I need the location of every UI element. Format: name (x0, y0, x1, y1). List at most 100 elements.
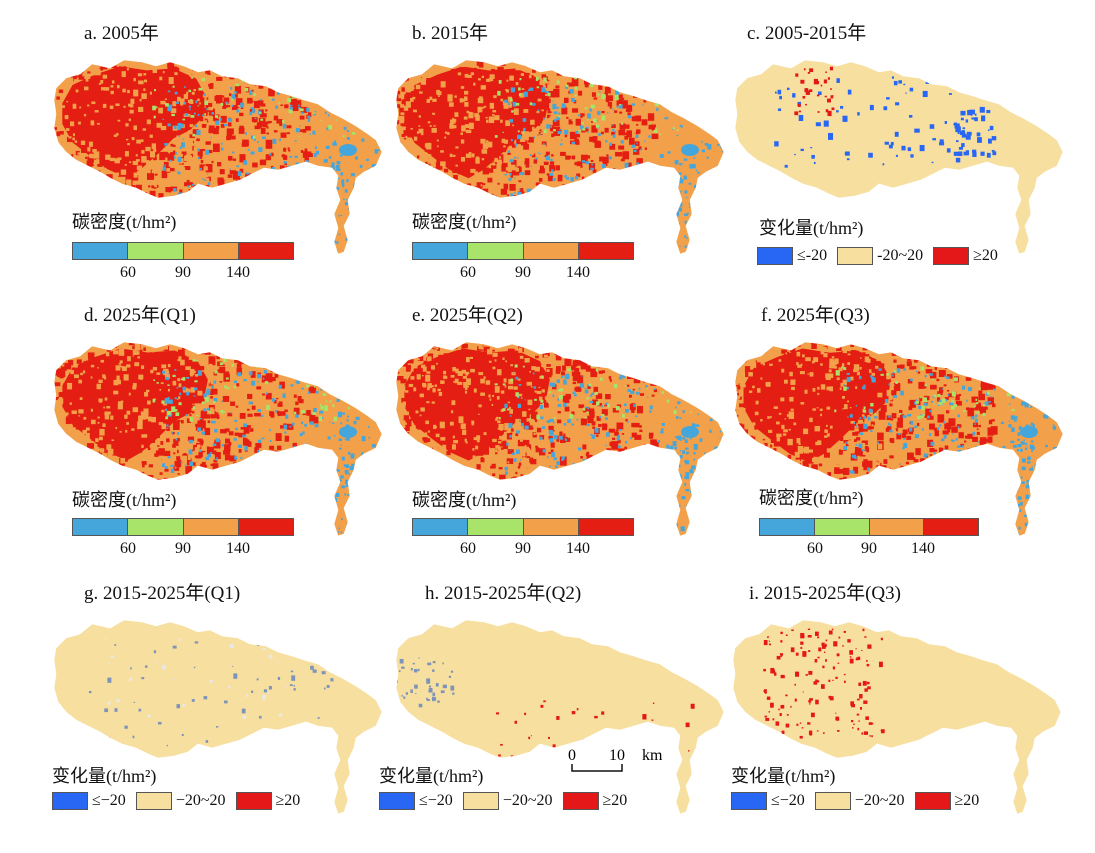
scale-zero-label: 0 (568, 747, 576, 764)
tick-label: 60 (460, 540, 476, 557)
basin-outline (395, 341, 725, 537)
decrease-swatch (731, 792, 767, 810)
carbon-density-map (53, 341, 383, 537)
scale-ten-label: 10 (609, 747, 625, 764)
panel-title: c. 2005-2015年 (747, 23, 867, 44)
pixel-cluster (152, 358, 354, 422)
change-legend: ≤−20 −20~20 ≥20 (731, 792, 989, 810)
class-3-swatch (182, 243, 238, 259)
class-3-swatch (868, 519, 924, 535)
class-3-swatch (522, 243, 578, 259)
basin-outline (734, 341, 1064, 537)
change-legend: ≤−20 −20~20 ≥20 (52, 792, 310, 810)
carbon-density-map (395, 59, 725, 255)
panel-title: i. 2015-2025年(Q3) (749, 583, 901, 604)
panel-c: c. 2005-2015年 变化量(t/hm²) ≤-20 -20~20 ≥20 (733, 18, 1073, 293)
tick-label: 60 (120, 264, 136, 281)
scale-line (571, 764, 623, 772)
carbon-change-map (732, 619, 1062, 815)
legend-title: 碳密度(t/hm²) (759, 488, 864, 508)
tick-label: 90 (175, 540, 191, 557)
legend-title: 变化量(t/hm²) (731, 766, 836, 786)
change-legend: ≤-20 -20~20 ≥20 (757, 247, 1008, 265)
legend-title: 变化量(t/hm²) (379, 766, 484, 786)
legend-title: 碳密度(t/hm²) (72, 212, 177, 232)
scale-bar: 0 10 km (568, 747, 663, 772)
increase-swatch (235, 792, 272, 810)
pixel-cluster (953, 106, 997, 158)
basin-region (396, 620, 724, 814)
stable-label: −20~20 (854, 792, 905, 809)
increase-swatch (933, 247, 970, 265)
basin-outline (53, 59, 383, 255)
tick-label: 140 (226, 540, 250, 557)
decrease-label: ≤-20 (797, 247, 828, 264)
panel-title: d. 2025年(Q1) (84, 305, 196, 326)
class-1-swatch (760, 519, 814, 535)
panel-g: g. 2015-2025年(Q1) 变化量(t/hm²) ≤−20 −20~20… (52, 578, 392, 853)
pixel-cluster (763, 628, 885, 739)
legend-title: 变化量(t/hm²) (52, 766, 157, 786)
density-color-bar (412, 242, 634, 260)
tick-label: 60 (807, 540, 823, 557)
tick-label: 140 (566, 540, 590, 557)
basin-outline (734, 59, 1064, 255)
carbon-change-map (53, 619, 383, 815)
legend-title: 变化量(t/hm²) (759, 218, 864, 238)
decrease-label: ≤−20 (771, 792, 805, 809)
basin-outline (53, 619, 383, 815)
panel-title: e. 2025年(Q2) (412, 305, 523, 326)
tick-label: 90 (515, 264, 531, 281)
tick-label: 140 (226, 264, 250, 281)
lake (681, 144, 699, 156)
panel-e: e. 2025年(Q2) 碳密度(t/hm²) 60 90 140 (394, 300, 734, 575)
high-density-zone (404, 348, 550, 461)
class-4-swatch (577, 243, 633, 259)
tick-label: 60 (460, 264, 476, 281)
panel-h: h. 2015-2025年(Q2) 变化量(t/hm²) ≤−20 −20~20… (379, 578, 725, 853)
class-3-swatch (182, 519, 238, 535)
panel-title: h. 2015-2025年(Q2) (425, 583, 582, 604)
class-1-swatch (73, 519, 128, 535)
class-2-swatch (467, 519, 523, 535)
carbon-change-map (734, 59, 1064, 255)
panel-title: f. 2025年(Q3) (761, 305, 870, 326)
increase-label: ≥20 (602, 792, 628, 809)
increase-label: ≥20 (973, 247, 998, 264)
tick-label: 90 (515, 540, 531, 557)
class-2-swatch (467, 243, 523, 259)
class-1-swatch (413, 519, 468, 535)
stable-label: -20~20 (877, 247, 924, 264)
pixel-cluster (54, 60, 214, 190)
pixel-cluster (396, 657, 455, 708)
pixel-cluster (794, 66, 835, 117)
class-4-swatch (577, 519, 633, 535)
panel-f: f. 2025年(Q3) 碳密度(t/hm²) 60 90 140 (733, 300, 1073, 575)
stable-swatch (837, 247, 874, 265)
density-color-bar (72, 242, 294, 260)
change-legend: ≤−20 −20~20 ≥20 (379, 792, 637, 810)
legend-title: 碳密度(t/hm²) (412, 212, 517, 232)
panel-title: b. 2015年 (412, 23, 489, 44)
panel-title: a. 2005年 (84, 23, 159, 44)
class-2-swatch (127, 243, 183, 259)
tick-label: 90 (861, 540, 877, 557)
legend-title: 碳密度(t/hm²) (72, 490, 177, 510)
carbon-density-map (53, 59, 383, 255)
increase-swatch (914, 792, 951, 810)
class-4-swatch (237, 243, 293, 259)
scale-unit-label: km (642, 747, 663, 764)
class-1-swatch (73, 243, 128, 259)
class-2-swatch (127, 519, 183, 535)
lake (339, 426, 357, 438)
carbon-change-map (395, 619, 725, 815)
stable-swatch (462, 792, 499, 810)
basin-outline (732, 619, 1062, 815)
stable-swatch (814, 792, 851, 810)
class-4-swatch (923, 519, 978, 535)
increase-label: ≥20 (275, 792, 301, 809)
decrease-label: ≤−20 (92, 792, 126, 809)
density-color-bar (412, 518, 634, 536)
stable-label: −20~20 (502, 792, 553, 809)
basin-outline (395, 619, 725, 815)
